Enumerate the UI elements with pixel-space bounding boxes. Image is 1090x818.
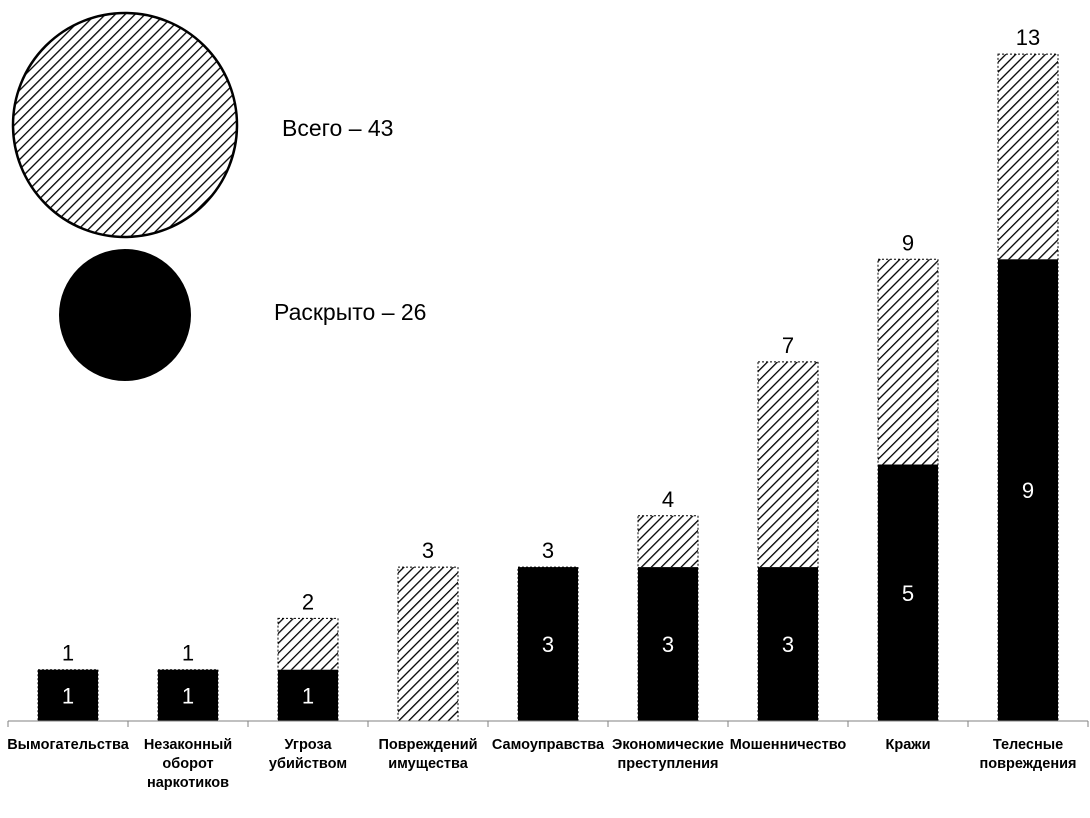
- category-label: Телесные повреждения: [980, 737, 1077, 772]
- data-label-solved: 3: [782, 632, 794, 657]
- data-label-total: 2: [302, 589, 314, 614]
- data-label-total: 3: [422, 538, 434, 563]
- category-label: Угроза убийством: [269, 737, 347, 772]
- bar-solved: [638, 567, 698, 721]
- data-label-total: 13: [1016, 25, 1040, 50]
- category-label: Самоуправства: [492, 737, 605, 753]
- bar-outline: [877, 258, 939, 722]
- category-label: Кражи: [886, 737, 931, 753]
- category-label: Экономические преступления: [612, 737, 724, 772]
- data-label-total: 1: [182, 641, 194, 666]
- data-label-solved: 9: [1022, 478, 1034, 503]
- x-axis-labels: Вымогательства Незаконный оборот наркотиков…: [7, 737, 1076, 791]
- bar-solved: [878, 464, 938, 721]
- bar-solved: [38, 669, 98, 721]
- legend-solved-swatch: [59, 249, 191, 381]
- legend: Всего – 43 Раскрыто – 26: [11, 11, 426, 381]
- bar-outline: [397, 566, 459, 722]
- category-label: Вымогательства: [7, 737, 130, 753]
- bar-solved: [158, 669, 218, 721]
- bar-total: [398, 567, 458, 721]
- bar-total: [278, 618, 338, 670]
- category-label: Повреждений имущества: [378, 737, 477, 772]
- bar-outline: [637, 515, 699, 722]
- bar-solved: [518, 567, 578, 721]
- data-label-solved: 3: [662, 632, 674, 657]
- category-label: Незаконный оборот наркотиков: [144, 737, 232, 791]
- data-label-solved: 1: [182, 683, 194, 708]
- x-axis-ticks: [7, 721, 1089, 727]
- data-label-solved: 1: [302, 683, 314, 708]
- bar-solved: [278, 669, 338, 721]
- data-label-total: 3: [542, 538, 554, 563]
- data-label-total: 7: [782, 333, 794, 358]
- bar-total: [758, 361, 818, 568]
- bar-outline: [517, 566, 579, 722]
- legend-solved-label: Раскрыто – 26: [274, 299, 426, 325]
- data-label-solved: 5: [902, 581, 914, 606]
- data-label-total: 4: [662, 487, 674, 512]
- bar-solved: [998, 259, 1058, 721]
- data-label-total: 1: [62, 641, 74, 666]
- category-label: Мошенничество: [730, 737, 847, 753]
- data-label-total: 9: [902, 230, 914, 255]
- legend-total-label: Всего – 43: [282, 115, 393, 141]
- bar-total: [878, 259, 938, 465]
- data-label-solved: 3: [542, 632, 554, 657]
- legend-total-swatch: [11, 11, 239, 239]
- data-label-solved: 1: [62, 683, 74, 708]
- bar-total: [998, 54, 1058, 260]
- bar-total: [638, 515, 698, 568]
- bar-solved: [758, 567, 818, 721]
